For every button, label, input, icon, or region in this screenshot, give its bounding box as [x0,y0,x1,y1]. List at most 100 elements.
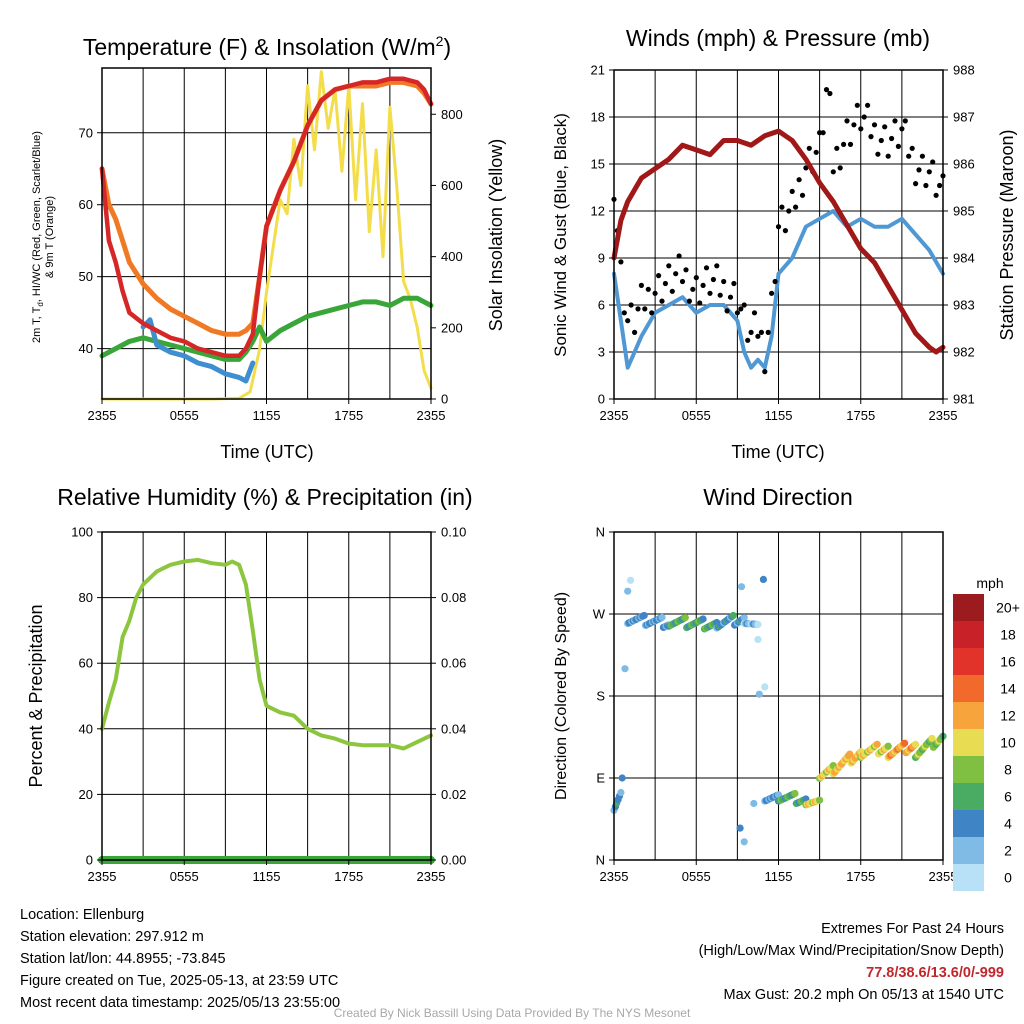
x-tick-label: 2355 [929,869,958,884]
temperature-chart-title: Temperature (F) & Insolation (W/m2) [83,33,451,60]
gust-point [902,118,908,124]
station-pressure-line [611,128,946,355]
gust-point [775,224,782,230]
gust-point [844,118,850,124]
direction-point [740,838,748,846]
y2-tick-label: 0.08 [441,590,466,605]
direction-point [754,620,762,629]
gust-point [638,282,645,288]
direction-point [658,613,666,622]
gust-point [628,302,634,308]
gust-points [611,87,946,375]
gust-point [721,278,727,285]
legend-label: 10 [1000,735,1016,751]
gust-point [755,333,761,339]
svg-text:& 9m T (Orange): & 9m T (Orange) [44,196,56,278]
temperature-ylabel: 2m T, Td, HI/WC (Red, Green, Scarlet/Blu… [31,131,56,343]
y-tick-label: 80 [79,590,93,605]
x-tick-label: 1755 [846,408,875,423]
gust-point [762,369,768,375]
station-elevation: Station elevation: 297.912 m [20,929,204,945]
gust-point [926,169,932,175]
direction-point [681,614,689,622]
gust-point [937,182,943,189]
y-tick-label: 15 [591,157,605,172]
y2-tick-label: 988 [953,63,975,78]
direction-point [640,611,648,620]
direction-point [884,742,892,750]
gust-point [806,145,812,151]
gust-point [930,159,936,165]
station-latlon: Station lat/lon: 44.8955; -73.845 [20,951,226,967]
gust-point [868,134,874,140]
gust-point [714,263,720,269]
gust-point [823,87,830,93]
direction-point [624,587,632,595]
legend-label: 16 [1000,654,1016,670]
gust-point [649,310,655,316]
gust-point [734,310,741,316]
gust-point [700,282,706,288]
legend-label: 4 [1004,816,1012,832]
y-tick-label: 40 [79,721,93,736]
y2-tick-label: 984 [953,251,975,266]
y-tick-label: 3 [598,345,605,360]
direction-point [626,576,635,584]
gust-point [659,298,665,304]
legend-swatch [953,648,984,675]
sonic-wind-line [612,209,945,370]
y-tick-label: 100 [71,525,93,540]
legend-swatch [953,864,984,891]
relative-humidity-line [100,557,433,751]
gust-point [635,306,641,312]
y-tick-label: W [593,607,606,622]
gust-point [827,90,833,97]
gust-point [799,192,806,198]
gust-point [690,286,696,292]
gust-point [686,298,693,304]
extremes-panel: Extremes For Past 24 Hours (High/Low/Max… [699,918,1004,1006]
x-tick-label: 2355 [88,408,117,423]
direction-point [737,583,746,591]
figure-created: Figure created on Tue, 2025-05-13, at 23… [20,973,339,989]
direction-chart-title: Wind Direction [703,484,853,510]
legend-swatch [953,837,984,864]
legend-label: 6 [1004,789,1012,805]
x-tick-label: 2355 [88,869,117,884]
legend-swatch [953,810,984,837]
gust-point [793,204,799,210]
y-tick-label: S [596,689,605,704]
gust-point [820,130,826,136]
gust-point [919,153,926,159]
x-tick-label: 1755 [334,869,363,884]
x-tick-label: 2355 [417,408,446,423]
gust-point [731,280,737,287]
gust-point [923,182,929,189]
gust-point [858,126,864,132]
y2-tick-label: 400 [441,249,463,264]
direction-point [618,774,626,782]
direction-point [699,615,707,623]
legend-swatch [953,756,984,783]
legend-swatch [953,621,984,648]
legend-label: 2 [1004,843,1012,859]
x-tick-label: 1155 [765,408,793,423]
y-tick-label: 0 [598,392,605,407]
gust-point [697,300,703,306]
direction-point [621,665,629,673]
y-tick-label: 20 [79,787,93,802]
gust-point [738,306,744,312]
y-tick-label: N [596,525,605,540]
humidity-chart-title: Relative Humidity (%) & Precipitation (i… [57,484,472,510]
legend-swatch [953,675,984,702]
winds-y2label: Station Pressure (Maroon) [997,129,1017,340]
gust-point [933,192,939,198]
direction-points [610,575,947,846]
y2-tick-label: 0.06 [441,656,466,671]
y2-tick-label: 987 [953,110,975,125]
x-tick-label: 1155 [765,869,793,884]
gust-point [772,278,778,285]
x-tick-label: 1755 [334,408,363,423]
legend-swatch [953,594,984,621]
